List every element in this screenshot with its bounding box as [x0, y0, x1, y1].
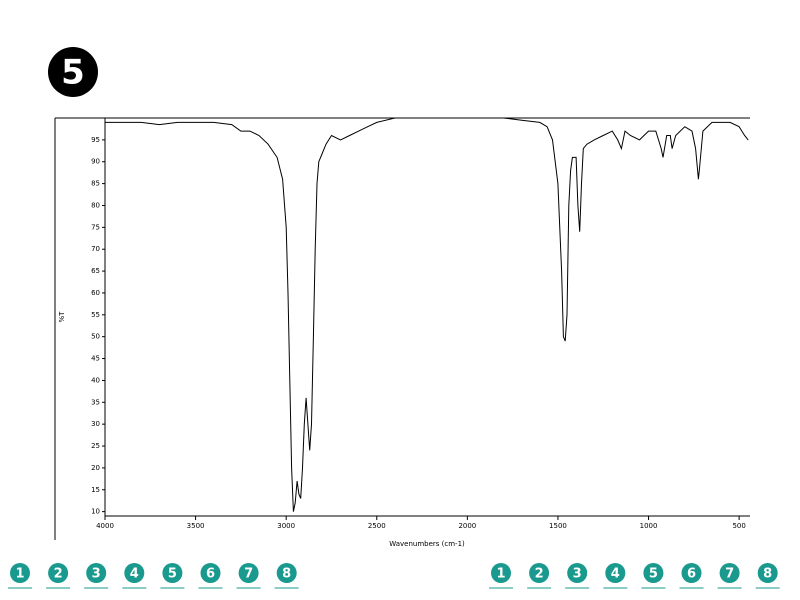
nav-label[interactable]: 5 [649, 567, 658, 582]
nav-button[interactable] [605, 563, 626, 583]
x-tick-label: 3500 [187, 522, 205, 530]
y-tick-label: 45 [91, 355, 100, 363]
y-tick-label: 50 [91, 333, 100, 341]
y-tick-label: 65 [91, 267, 100, 275]
y-tick-label: 85 [91, 180, 100, 188]
y-tick-label: 35 [91, 398, 100, 406]
spectrum-line [105, 117, 749, 512]
nav-button[interactable] [276, 563, 297, 583]
x-tick-label: 2500 [368, 522, 386, 530]
y-tick-label: 55 [91, 311, 100, 319]
y-axis-label: %T [58, 311, 66, 323]
nav-label[interactable]: 3 [92, 567, 101, 582]
y-tick-label: 60 [91, 289, 100, 297]
nav-label[interactable]: 6 [687, 567, 696, 582]
nav-button[interactable] [162, 563, 183, 583]
nav-label[interactable]: 2 [535, 567, 544, 582]
y-tick-label: 80 [91, 201, 100, 209]
y-tick-label: 90 [91, 158, 100, 166]
nav-button[interactable] [757, 563, 778, 583]
x-tick-label: 3000 [277, 522, 295, 530]
nav-label[interactable]: 1 [15, 567, 24, 582]
nav-label[interactable]: 6 [206, 567, 215, 582]
y-tick-label: 95 [91, 136, 100, 144]
nav-label[interactable]: 2 [54, 567, 63, 582]
badge-circle [48, 47, 98, 97]
x-tick-label: 500 [732, 522, 745, 530]
nav-button[interactable] [48, 563, 69, 583]
x-tick-label: 1000 [640, 522, 658, 530]
y-tick-label: 15 [91, 486, 100, 494]
y-tick-label: 20 [91, 464, 100, 472]
x-axis-label: Wavenumbers (cm-1) [389, 540, 465, 548]
nav-button[interactable] [238, 563, 259, 583]
nav-button[interactable] [719, 563, 740, 583]
y-tick-label: 10 [91, 508, 100, 516]
nav-button[interactable] [86, 563, 107, 583]
badge: 5 [61, 53, 85, 93]
nav-label[interactable]: 8 [763, 567, 772, 582]
nav-button[interactable] [491, 563, 511, 583]
nav-label[interactable]: 3 [573, 567, 582, 582]
nav-label[interactable]: 1 [496, 567, 505, 582]
nav-label[interactable]: 7 [244, 567, 253, 582]
x-tick-label: 2000 [458, 522, 476, 530]
nav-label[interactable]: 8 [282, 567, 291, 582]
nav-label[interactable]: 7 [725, 567, 734, 582]
y-tick-label: 70 [91, 245, 100, 253]
nav-button[interactable] [10, 563, 30, 583]
nav-label[interactable]: 5 [168, 567, 177, 582]
nav-label[interactable]: 4 [130, 567, 139, 582]
nav-button[interactable] [643, 563, 664, 583]
nav-button[interactable] [200, 563, 221, 583]
y-tick-label: 25 [91, 442, 100, 450]
x-tick-label: 1500 [549, 522, 567, 530]
nav-button[interactable] [567, 563, 588, 583]
y-tick-label: 40 [91, 376, 100, 384]
nav-button[interactable] [529, 563, 550, 583]
nav-button[interactable] [681, 563, 702, 583]
nav-label[interactable]: 4 [611, 567, 620, 582]
y-tick-label: 30 [91, 420, 100, 428]
x-tick-label: 4000 [96, 522, 114, 530]
y-tick-label: 75 [91, 223, 100, 231]
nav-button[interactable] [124, 563, 145, 583]
